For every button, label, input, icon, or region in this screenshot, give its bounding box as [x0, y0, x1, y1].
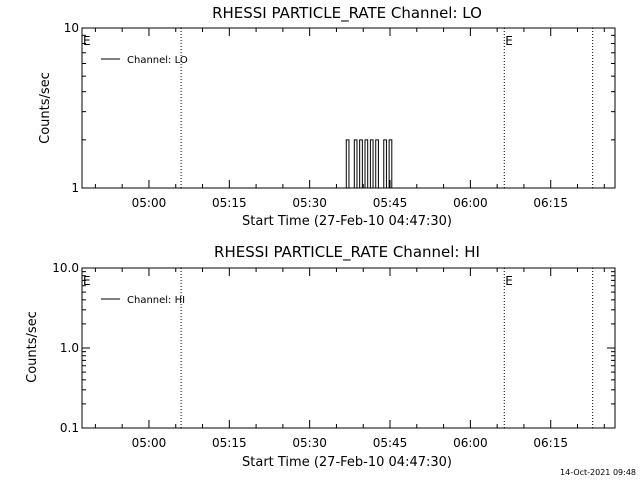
event-label: E: [505, 34, 513, 48]
x-tick-label: 06:00: [453, 436, 488, 450]
x-tick-label: 05:00: [132, 196, 167, 210]
series-line: [344, 139, 393, 189]
x-tick-label: 06:00: [453, 196, 488, 210]
legend-label: Channel: LO: [127, 55, 188, 66]
plot-panels: 05:00 05:15 05:30 05:45 06:00 06:15 1 10 E E Chann…: [52, 21, 616, 450]
x-axis-label: Start Time (27-Feb-10 04:47:30): [242, 455, 452, 470]
y-tick-label: 1.0: [60, 341, 79, 355]
y-tick-label: 1: [71, 181, 79, 195]
x-axis-label: Start Time (27-Feb-10 04:47:30): [242, 214, 452, 229]
x-tick-label: 05:15: [212, 436, 247, 450]
x-tick-label: 05:45: [373, 196, 408, 210]
legend-label: Channel: HI: [127, 295, 185, 306]
y-tick-label: 0.1: [60, 421, 79, 435]
plot-frame: [81, 267, 616, 429]
x-tick-label: 05:30: [292, 436, 327, 450]
x-tick-label: 06:15: [533, 436, 568, 450]
event-label: E: [505, 274, 513, 288]
x-tick-label: 05:00: [132, 436, 167, 450]
y-tick-label: 10.0: [52, 261, 79, 275]
chart-title: RHESSI PARTICLE_RATE Channel: HI: [214, 243, 480, 262]
event-label: E: [83, 274, 91, 288]
x-tick-label: 05:15: [212, 196, 247, 210]
render-timestamp: 14-Oct-2021 09:48: [560, 468, 636, 477]
x-tick-label: 05:30: [292, 196, 327, 210]
chart-title: RHESSI PARTICLE_RATE Channel: LO: [212, 4, 482, 23]
x-tick-label: 05:45: [373, 436, 408, 450]
y-axis-label: Counts/sec: [25, 311, 40, 383]
event-label: E: [83, 34, 91, 48]
y-axis-label: Counts/sec: [38, 72, 53, 144]
x-tick-label: 06:15: [533, 196, 568, 210]
y-tick-label: 10: [64, 21, 79, 35]
